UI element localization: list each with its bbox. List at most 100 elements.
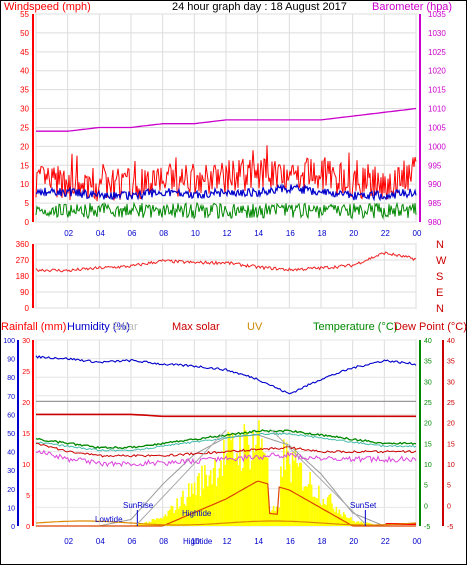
temperature-tick: 30	[424, 379, 432, 386]
solar-bar	[304, 487, 306, 526]
compass-label: S	[436, 271, 443, 283]
solar-bar	[314, 497, 316, 526]
solar-bar	[258, 420, 260, 526]
solar-bar	[206, 475, 208, 526]
barometer-tick: 1020	[428, 67, 446, 76]
solar-bar	[216, 486, 218, 526]
solar-bar	[247, 432, 249, 526]
dewpoint-tick: 5	[447, 483, 451, 490]
direction-tick: 270	[16, 256, 30, 265]
solar-bar	[318, 486, 320, 527]
panel3-x-tick: 04	[96, 537, 105, 546]
dewpoint-tick: 0	[447, 503, 451, 510]
solar-bar	[323, 499, 325, 526]
solar-bar	[301, 463, 303, 526]
solar-bar	[330, 494, 332, 526]
solar-bar	[219, 468, 221, 526]
solar-bar	[188, 483, 190, 526]
panel3-x-tick: 02	[64, 537, 73, 546]
rain-tick: 15	[22, 431, 30, 438]
panel1-x-tick: 00	[413, 229, 422, 238]
panel3-x-tick: 00	[413, 537, 422, 546]
barometer-tick: 1015	[428, 86, 446, 95]
solar-bar	[264, 453, 266, 526]
humidity-tick: 90	[7, 357, 15, 364]
temperature-tick: 25	[424, 400, 432, 407]
uv-label: UV	[247, 321, 263, 333]
solar-bar	[285, 470, 287, 526]
windspeed-axis-title: Windspeed (mph)	[4, 1, 91, 13]
solar-bar	[279, 508, 281, 527]
chart-layers: 5550454035302520151050103510301025102010…	[3, 10, 455, 546]
direction-tick: 180	[16, 272, 30, 281]
hightide-label: Hightide	[182, 509, 212, 518]
solar-bar	[179, 506, 181, 526]
humidity-tick: 60	[7, 412, 15, 419]
solar-bar	[241, 471, 243, 526]
temperature-tick: 5	[424, 483, 428, 490]
barometer-tick: 985	[428, 199, 442, 208]
humidity-tick: 30	[7, 468, 15, 475]
barometer-tick: 1000	[428, 142, 446, 151]
panel1-x-tick: 14	[254, 229, 263, 238]
solar-bar	[289, 464, 291, 526]
dewpoint-tick: 30	[447, 379, 455, 386]
solar-bar	[242, 468, 244, 526]
barometer-tick: 1025	[428, 48, 446, 57]
solar-bar	[172, 506, 174, 526]
solar-bar	[311, 485, 313, 526]
compass-label: N	[436, 239, 444, 251]
solar-bar	[257, 432, 259, 526]
barometer-tick: 1010	[428, 105, 446, 114]
dewpoint-tick: 10	[447, 462, 455, 469]
solar-bar	[287, 451, 289, 526]
solar-bar	[176, 498, 178, 526]
solar-bar	[213, 468, 215, 526]
panel3-x-tick: 20	[349, 537, 358, 546]
solar-bar	[295, 448, 297, 526]
humidity-tick: 10	[7, 505, 15, 512]
panel1-x-tick: 18	[318, 229, 327, 238]
temperature-tick: 35	[424, 359, 432, 366]
windspeed-tick: 5	[25, 199, 30, 208]
solar-bar	[154, 520, 156, 526]
barometer-tick: 1005	[428, 123, 446, 132]
temperature-tick: 40	[424, 338, 432, 345]
sunset-label: SunSet	[350, 501, 377, 510]
humidity-tick: 100	[3, 338, 15, 345]
windspeed-tick: 30	[20, 105, 29, 114]
solar-bar	[260, 448, 262, 526]
temperature-tick: 15	[424, 441, 432, 448]
humidity-tick: 20	[7, 487, 15, 494]
solar-bar	[290, 482, 292, 526]
windspeed-tick: 45	[20, 48, 29, 57]
panel1-x-tick: 12	[223, 229, 232, 238]
sunrise-label: SunRise	[123, 501, 154, 510]
panel1-x-tick: 04	[96, 229, 105, 238]
solar-bar	[236, 453, 238, 526]
dewpoint-tick: -5	[447, 524, 453, 531]
panel1-x-tick: 20	[349, 229, 358, 238]
solar-bar	[245, 430, 247, 526]
rain-tick: 0	[26, 524, 30, 531]
direction-tick: 90	[20, 288, 29, 297]
solar-bar	[197, 476, 199, 526]
humidity-tick: 50	[7, 431, 15, 438]
windspeed-tick: 40	[20, 67, 29, 76]
temperature-label: Temperature (°C)	[313, 321, 397, 333]
solar-bar	[312, 497, 314, 526]
panel1-x-tick: 10	[191, 229, 200, 238]
compass-label: W	[436, 255, 447, 267]
solar-bar	[271, 510, 273, 526]
humidity-tick: 0	[11, 524, 15, 531]
dewpoint-tick: 15	[447, 441, 455, 448]
temperature-tick: 10	[424, 462, 432, 469]
dewpoint-tick: 20	[447, 421, 455, 428]
humidity-tick: 80	[7, 375, 15, 382]
panel1-x-tick: 02	[64, 229, 73, 238]
solar-bar	[298, 467, 300, 526]
solar-label: Solar	[112, 321, 138, 333]
windspeed-tick: 35	[20, 86, 29, 95]
solar-bar	[203, 489, 205, 526]
